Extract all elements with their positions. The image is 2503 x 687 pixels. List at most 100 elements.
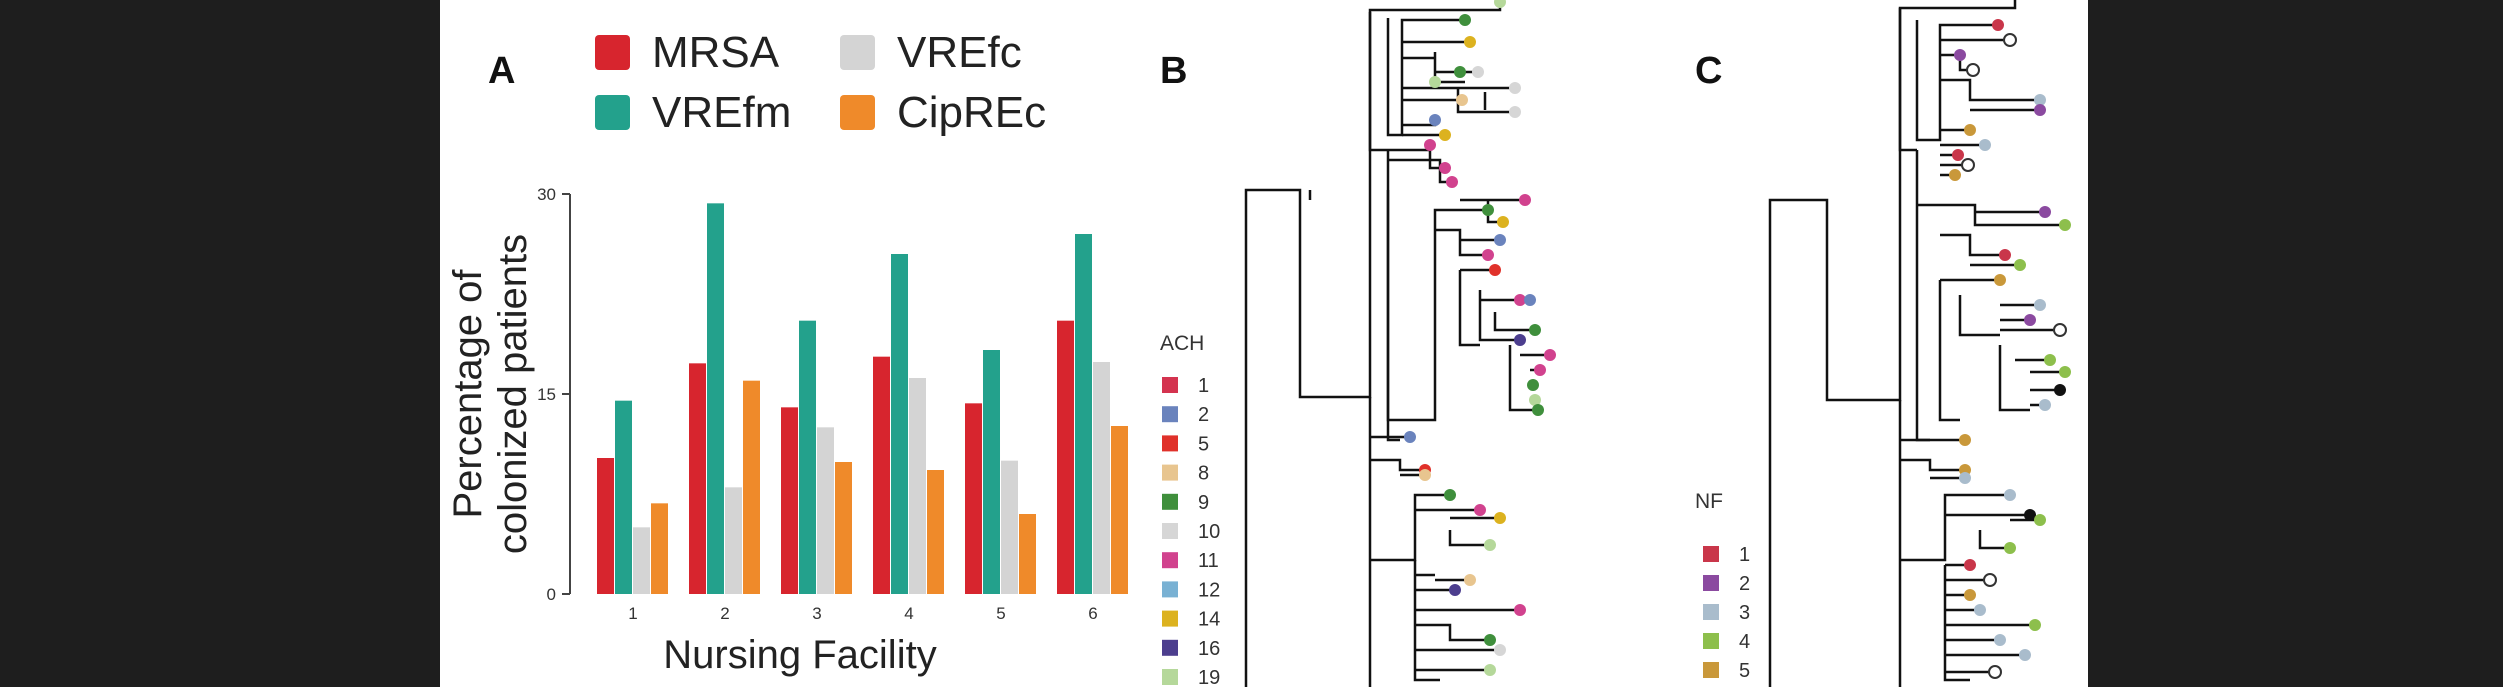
tree-c-branch — [1898, 400, 1965, 687]
phylogenetic-tree-b — [1244, 0, 1550, 687]
bar-vrefc-facility-5 — [1001, 460, 1018, 594]
tree-b-legend-swatch-16 — [1162, 639, 1178, 656]
tree-c-tip-10 — [1949, 169, 1961, 181]
panel-a-label: A — [488, 50, 515, 92]
tree-b-legend-swatch-12 — [1162, 581, 1178, 598]
tree-c-tip-6 — [1964, 124, 1976, 136]
tree-b-tip-21 — [1524, 294, 1536, 306]
bar-axes: 30 15 0 — [537, 185, 571, 604]
tree-b-legend-label-10: 10 — [1198, 521, 1220, 543]
bar-ciprec-facility-1 — [651, 503, 668, 594]
tree-b-tip-31 — [1419, 469, 1431, 481]
bar-mrsa-facility-3 — [781, 407, 798, 594]
tree-b-tip-13 — [1446, 176, 1458, 188]
tree-b-tip-18 — [1482, 249, 1494, 261]
tree-b-branch — [1413, 560, 1520, 682]
tree-b-tip-35 — [1484, 539, 1496, 551]
tree-b-tip-24 — [1544, 349, 1556, 361]
tree-c-tip-8 — [1952, 149, 1964, 161]
tree-b-legend-label-11: 11 — [1198, 550, 1219, 572]
tree-c-tip-27 — [2024, 509, 2036, 521]
bar-vrefm-facility-6 — [1075, 234, 1092, 594]
tree-b-legend-label-14: 14 — [1198, 609, 1220, 631]
tree-b-tip-26 — [1527, 379, 1539, 391]
bar-mrsa-facility-5 — [965, 403, 982, 594]
x-tick-label-1: 1 — [628, 604, 637, 623]
tree-b-tip-22 — [1529, 324, 1541, 336]
tree-c-legend-swatch-3 — [1703, 604, 1719, 620]
bar-vrefc-facility-6 — [1093, 362, 1110, 594]
tree-b-tip-29 — [1404, 431, 1416, 443]
legend-label-vrefc: VREfc — [897, 28, 1022, 77]
tree-c-legend-swatch-5 — [1703, 662, 1719, 678]
y-axis-title-line1: Percentage of — [446, 269, 490, 519]
bar-ciprec-facility-6 — [1111, 426, 1128, 594]
tree-c-tip-22 — [2039, 399, 2051, 411]
tree-b-legend-label-19: 19 — [1198, 667, 1220, 687]
tree-b-tip-25 — [1534, 364, 1546, 376]
tree-c-branch — [1898, 8, 1917, 152]
y-tick-label-0: 0 — [547, 585, 556, 604]
tree-c-legend-label-1: 1 — [1739, 544, 1750, 566]
tree-c-tip-5 — [2034, 104, 2046, 116]
tree-b-tip-36 — [1464, 574, 1476, 586]
tree-b-tip-3 — [1454, 66, 1466, 78]
tree-c-branch — [1998, 345, 2065, 412]
tree-b-tip-8 — [1456, 94, 1468, 106]
bar-mrsa-facility-6 — [1057, 320, 1074, 594]
tree-c-tip-15 — [1994, 274, 2006, 286]
tree-c-tips — [1949, 19, 2071, 679]
tree-b-tip-14 — [1519, 194, 1531, 206]
tree-c-tip-36 — [2019, 649, 2031, 661]
tree-b-tip-38 — [1514, 604, 1526, 616]
tree-b-tip-19 — [1489, 264, 1501, 276]
tree-b-tip-23 — [1514, 334, 1526, 346]
tree-c-branch — [1900, 493, 2040, 567]
tree-c-branch — [1938, 280, 2060, 422]
phylogenetic-tree-c — [1768, 0, 2065, 687]
tree-c-tip-14 — [2014, 259, 2026, 271]
bar-vrefc-facility-1 — [633, 527, 650, 594]
tree-c-tip-34 — [2029, 619, 2041, 631]
tree-c-tip-0 — [1992, 19, 2004, 31]
tree-b-legend-swatch-11 — [1162, 552, 1178, 569]
bar-vrefm-facility-4 — [891, 254, 908, 594]
tree-b-legend-swatch-10 — [1162, 523, 1178, 539]
tree-c-legend-swatch-2 — [1703, 575, 1719, 591]
y-tick-label-30: 30 — [537, 185, 556, 204]
tree-b-trunk — [1244, 0, 1502, 687]
tree-c-branch — [1915, 150, 1930, 442]
tree-b-tip-39 — [1484, 634, 1496, 646]
tree-c-branch — [1943, 565, 2035, 682]
tree-c-tip-2 — [1966, 63, 1980, 77]
tree-c-tip-33 — [1974, 604, 1986, 616]
tree-b-tip-16 — [1482, 204, 1494, 216]
tree-b-tip-4 — [1472, 66, 1484, 78]
tree-c-tip-1 — [2003, 33, 2017, 47]
tree-b-tip-15 — [1497, 216, 1509, 228]
panel-b-label: B — [1160, 50, 1187, 92]
tree-b-legend-label-5: 5 — [1198, 433, 1209, 455]
panel-c-label: C — [1695, 50, 1722, 92]
tree-b-legend-swatch-19 — [1162, 669, 1178, 685]
bar-vrefc-facility-4 — [909, 378, 926, 594]
bar-ciprec-facility-4 — [927, 470, 944, 594]
tree-b-branch — [1433, 52, 1478, 84]
legend-label-mrsa: MRSA — [652, 28, 780, 77]
tree-c-legend-title: NF — [1695, 490, 1723, 513]
tree-b-legend-swatch-1 — [1162, 377, 1178, 393]
tree-b-legend-label-9: 9 — [1198, 492, 1209, 514]
tree-c-tip-17 — [2024, 314, 2036, 326]
tree-c-tip-7 — [1979, 139, 1991, 151]
tree-b-legend-swatch-5 — [1162, 435, 1178, 452]
legend-swatch-mrsa — [595, 35, 630, 70]
tree-c-tip-20 — [2059, 366, 2071, 378]
bar-mrsa-facility-1 — [597, 458, 614, 594]
x-axis-title: Nursing Facility — [663, 633, 936, 677]
tree-c-tip-9 — [1961, 158, 1975, 172]
tree-c-tip-21 — [2054, 384, 2066, 396]
x-tick-label-6: 6 — [1088, 604, 1097, 623]
legend-label-vrefm: VREfm — [652, 88, 791, 137]
